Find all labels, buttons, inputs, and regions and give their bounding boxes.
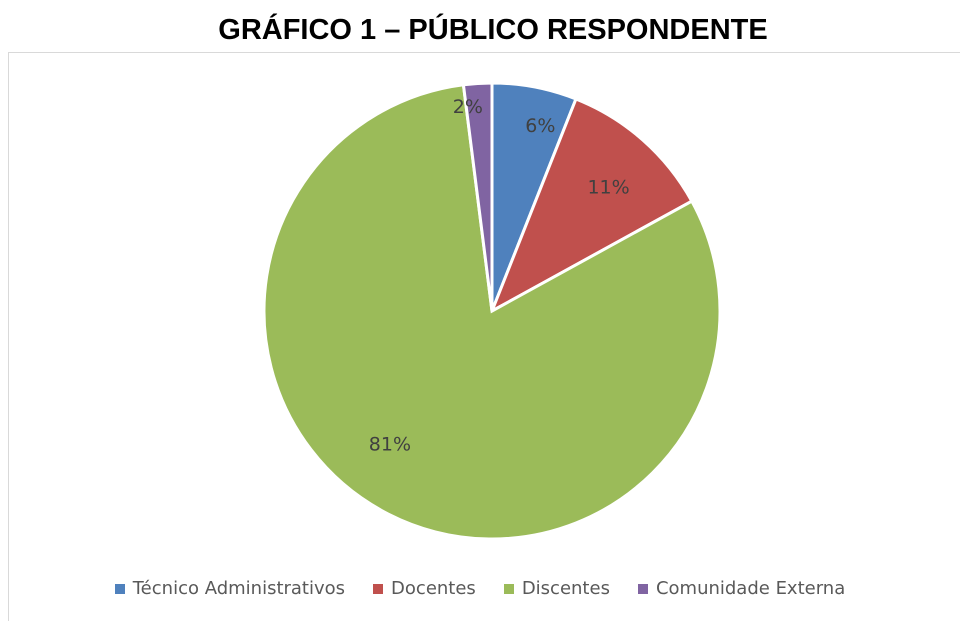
- legend-item-discentes: Discentes: [503, 578, 610, 599]
- legend-label-tecnico: Técnico Administrativos: [132, 578, 346, 599]
- legend-swatch-docentes: [373, 583, 384, 594]
- legend-swatch-discentes: [503, 583, 514, 594]
- chart-area: [8, 52, 960, 621]
- pie-slice-comunidade: [461, 81, 494, 312]
- legend: Técnico Administrativos Docentes Discent…: [0, 578, 960, 599]
- legend-item-tecnico: Técnico Administrativos: [114, 578, 346, 599]
- legend-label-discentes: Discentes: [521, 578, 610, 599]
- data-label-tecnico: 6%: [525, 115, 555, 137]
- data-label-comunidade: 2%: [453, 96, 483, 118]
- pie-slice-docentes: [489, 97, 694, 315]
- data-label-docentes: 11%: [587, 176, 629, 198]
- chart-title: GRÁFICO 1 – PÚBLICO RESPONDENTE: [218, 14, 768, 46]
- pie-slice-discentes: [262, 83, 722, 541]
- legend-item-comunidade: Comunidade Externa: [637, 578, 846, 599]
- pie-chart: 6% 11% 81% 2%: [262, 81, 722, 541]
- legend-swatch-comunidade: [637, 583, 648, 594]
- data-label-discentes: 81%: [369, 433, 411, 455]
- legend-label-comunidade: Comunidade Externa: [655, 578, 846, 599]
- legend-item-docentes: Docentes: [373, 578, 476, 599]
- legend-label-docentes: Docentes: [391, 578, 476, 599]
- legend-swatch-tecnico: [114, 583, 125, 594]
